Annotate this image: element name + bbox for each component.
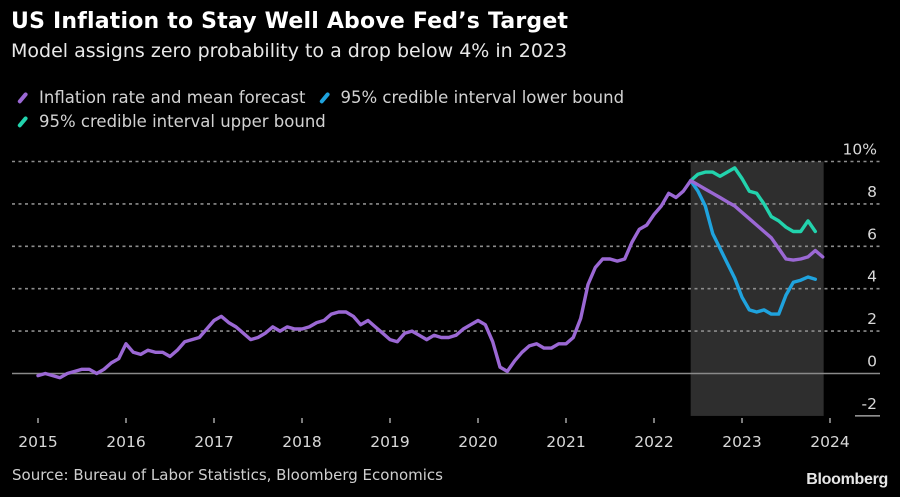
y-tick-label: 10% [843, 141, 877, 159]
legend-label-mean: Inflation rate and mean forecast [39, 88, 306, 107]
y-tick-label: 6 [867, 225, 877, 243]
legend-label-upper: 95% credible interval upper bound [39, 112, 326, 131]
y-tick-label: 2 [867, 310, 877, 328]
x-tick-label: 2024 [810, 433, 849, 451]
bloomberg-logo: Bloomberg [806, 471, 888, 488]
x-tick-label: 2017 [194, 433, 233, 451]
source-note: Source: Bureau of Labor Statistics, Bloo… [12, 466, 443, 484]
y-tick-label: -2 [862, 395, 877, 413]
series-line-upper-bound [689, 166, 817, 234]
x-tick-label: 2018 [282, 433, 321, 451]
chart-title: US Inflation to Stay Well Above Fed’s Ta… [11, 9, 569, 34]
x-tick-label: 2021 [546, 433, 585, 451]
y-tick-label: 4 [867, 268, 877, 286]
x-tick-label: 2020 [458, 433, 497, 451]
x-tick-label: 2022 [634, 433, 673, 451]
legend-label-lower: 95% credible interval lower bound [340, 88, 625, 107]
legend-item-lower: 95% credible interval lower bound [316, 86, 625, 110]
forecast-shaded-region [690, 161, 824, 416]
series-line-mean-forecast [36, 178, 825, 380]
series-line-lower-bound [689, 178, 817, 316]
y-tick-label: 8 [867, 183, 877, 201]
x-tick-label: 2023 [722, 433, 761, 451]
legend-item-mean: Inflation rate and mean forecast [14, 86, 306, 110]
chart-subtitle: Model assigns zero probability to a drop… [11, 40, 568, 62]
y-tick-label: 0 [867, 353, 877, 371]
legend: Inflation rate and mean forecast 95% cre… [14, 86, 634, 134]
legend-item-upper: 95% credible interval upper bound [14, 110, 326, 134]
x-tick-label: 2019 [370, 433, 409, 451]
x-tick-label: 2016 [106, 433, 145, 451]
x-tick-label: 2015 [18, 433, 57, 451]
